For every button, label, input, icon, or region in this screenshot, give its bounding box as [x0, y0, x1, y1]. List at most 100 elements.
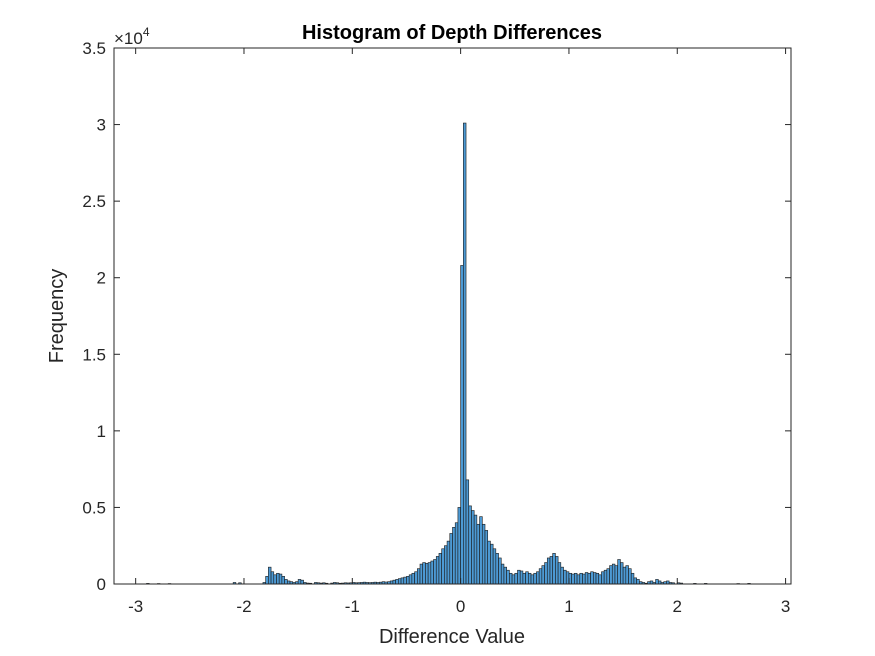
- y-exponent-power: 4: [143, 25, 150, 39]
- histogram-bar: [406, 576, 410, 585]
- histogram-bar: [276, 572, 280, 585]
- histogram-bar: [541, 565, 545, 585]
- x-tick-labels: -3 -2 -1 0 1 2 3: [128, 597, 790, 616]
- histogram-bar: [611, 563, 616, 585]
- histogram-bar: [403, 576, 407, 585]
- histogram-bar: [509, 572, 513, 585]
- histogram-bar: [498, 557, 502, 585]
- histogram-bar: [625, 565, 629, 585]
- histogram-bar: [411, 572, 415, 585]
- axes-box: [113, 47, 792, 585]
- histogram-bar: [506, 569, 510, 585]
- histogram-bar: [265, 576, 269, 585]
- histogram-bar: [530, 574, 535, 585]
- y-exponent-base: ×10: [114, 29, 143, 48]
- histogram-bar: [587, 572, 591, 585]
- histogram-bar: [584, 572, 589, 585]
- histogram-bar: [408, 574, 413, 585]
- histogram-bar: [546, 557, 551, 585]
- histogram-bar: [495, 553, 499, 585]
- histogram-bar: [419, 563, 424, 585]
- histogram-bar: [468, 505, 472, 585]
- histogram-bar: [571, 573, 575, 585]
- histogram-bar: [284, 579, 288, 585]
- histogram-bar: [500, 563, 505, 585]
- histogram-bar: [446, 540, 451, 585]
- histogram-bar: [300, 579, 304, 585]
- histogram-bar: [630, 572, 635, 585]
- histogram-bar: [576, 574, 581, 585]
- y-tick-label: 3: [97, 116, 106, 135]
- histogram-bar: [609, 565, 613, 585]
- histogram-bar: [414, 571, 418, 585]
- histogram-bar: [614, 565, 618, 585]
- histogram-bar: [574, 572, 578, 585]
- x-tick-label: 2: [673, 597, 682, 616]
- histogram-bar: [460, 265, 464, 585]
- histogram-bar: [398, 578, 402, 585]
- histogram-bar: [492, 548, 497, 585]
- x-tick-label: 0: [456, 597, 465, 616]
- histogram-bar: [636, 579, 640, 585]
- chart-title: Histogram of Depth Differences: [302, 22, 602, 44]
- histogram-bar: [422, 562, 426, 585]
- histogram-bar: [471, 510, 475, 585]
- histogram-bar: [438, 553, 442, 585]
- histogram-bar: [476, 523, 480, 585]
- histogram-bar: [433, 559, 437, 585]
- y-axis-label: Frequency: [46, 269, 68, 364]
- histogram-bar: [392, 579, 396, 585]
- histogram-bar: [538, 568, 543, 585]
- x-tick-label: -3: [128, 597, 143, 616]
- histogram-bar: [563, 569, 567, 585]
- histogram-bar: [560, 566, 564, 585]
- histogram-bar: [430, 560, 434, 585]
- y-tick-label: 0.5: [82, 498, 106, 517]
- x-tick-label: -2: [236, 597, 251, 616]
- histogram-bar: [484, 530, 489, 585]
- histogram-bar: [525, 571, 529, 585]
- histogram-bar: [544, 562, 548, 585]
- histogram-bar: [557, 562, 562, 585]
- histogram-bar: [281, 576, 285, 585]
- histogram-bar: [528, 572, 532, 585]
- histogram-bar: [590, 571, 594, 585]
- histogram-bar: [514, 572, 518, 585]
- y-tick-label: 2: [97, 269, 106, 288]
- histogram-bar: [622, 566, 627, 585]
- x-tick-label: 3: [781, 597, 790, 616]
- histogram-bar: [444, 545, 448, 585]
- histogram-bar: [598, 574, 602, 585]
- histogram-bar: [435, 556, 440, 585]
- histogram-bar: [416, 568, 421, 585]
- histogram-bar: [620, 562, 624, 585]
- histogram-bar: [273, 574, 277, 585]
- histogram-bar: [519, 570, 524, 585]
- histogram-bar: [549, 556, 553, 585]
- histogram-bar: [449, 533, 453, 585]
- histogram-bar: [270, 571, 275, 585]
- histogram-bar: [536, 571, 540, 585]
- histogram-bar: [487, 540, 491, 585]
- histogram-bar: [297, 579, 302, 585]
- histogram-bar: [601, 571, 605, 585]
- histogram-bar: [425, 563, 429, 585]
- histogram-bar: [595, 572, 600, 585]
- x-axis-label: Difference Value: [379, 626, 525, 648]
- histogram-bar: [582, 573, 586, 585]
- histogram-bar: [268, 566, 272, 585]
- y-exponent-label: ×104: [114, 25, 150, 48]
- x-tick-label: -1: [345, 597, 360, 616]
- histogram-bar: [603, 569, 608, 585]
- histogram-bar: [441, 548, 445, 585]
- histogram-bar: [617, 559, 621, 585]
- histogram-bar: [479, 516, 483, 585]
- histogram-bar: [655, 579, 659, 585]
- y-tick-labels: 0 0.5 1 1.5 2 2.5 3 3.5: [82, 39, 106, 594]
- histogram-bar: [522, 572, 526, 585]
- histogram-bar: [517, 569, 521, 585]
- histogram-bar: [427, 562, 432, 585]
- histogram-bar: [503, 566, 507, 585]
- histogram-bar: [555, 556, 559, 585]
